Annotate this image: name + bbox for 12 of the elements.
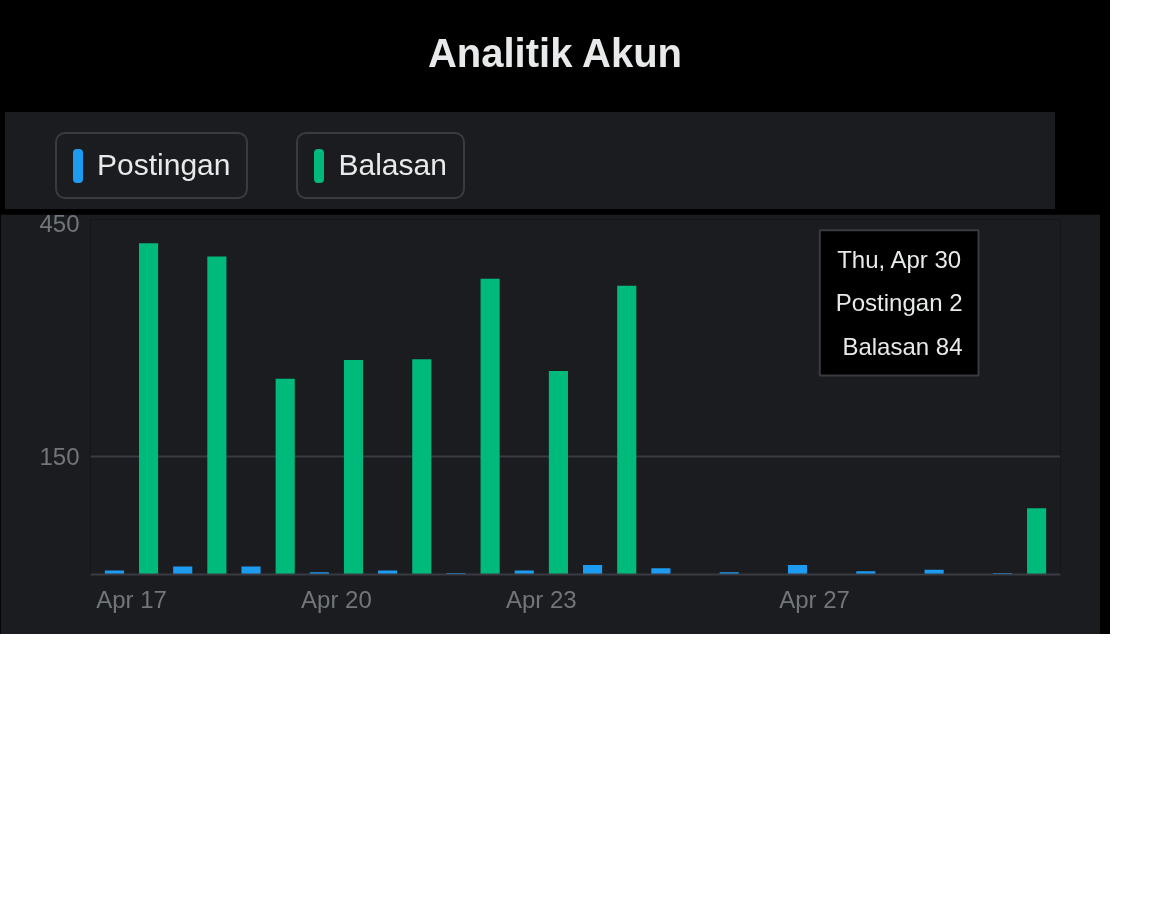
- chart-title: Analitik Akun: [427, 30, 683, 77]
- x-tick-label: Apr 27: [779, 585, 850, 613]
- legend-label: Postingan: [55, 132, 249, 199]
- annotation: Balasan 84: [842, 332, 963, 360]
- legend-label: Balasan: [296, 132, 465, 199]
- x-tick-label: Apr 23: [505, 585, 577, 613]
- y-tick-label: 150: [39, 442, 80, 470]
- annotation: Thu, Apr 30: [837, 246, 962, 274]
- annotation: Postingan 2: [835, 289, 963, 317]
- x-tick-label: Apr 20: [301, 585, 372, 613]
- x-tick-label: Apr 17: [96, 585, 167, 613]
- y-tick-label: 450: [39, 209, 80, 237]
